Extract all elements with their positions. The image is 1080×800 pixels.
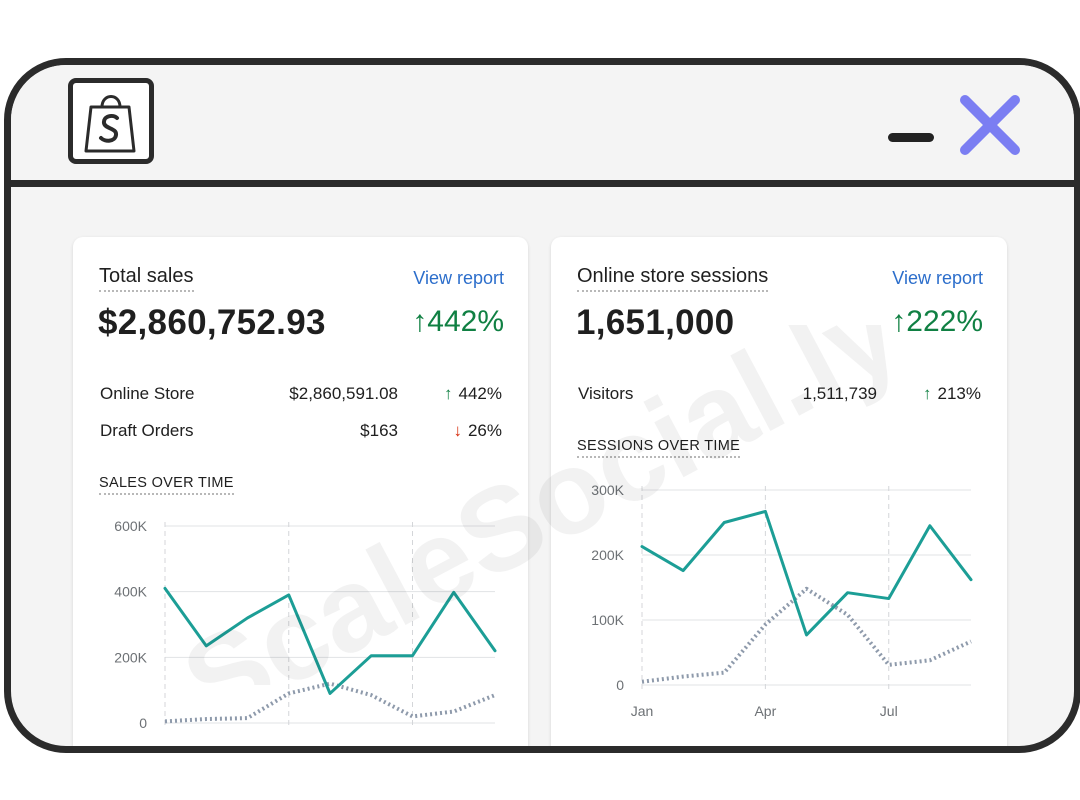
- sales-row-value: $163: [360, 421, 398, 440]
- sales-row-online-store: Online Store $2,860,591.08 ↑ 442%: [100, 384, 502, 406]
- sessions-view-report-link[interactable]: View report: [892, 268, 983, 288]
- y-tick-label: 200K: [114, 649, 147, 665]
- shopify-bag-icon: [68, 78, 154, 164]
- minimize-icon[interactable]: [888, 133, 934, 142]
- comparison-series-line: [164, 681, 496, 724]
- y-tick-label: 200K: [591, 547, 624, 563]
- sessions-value: 1,651,000: [576, 303, 735, 342]
- total-sales-delta-value: 442%: [427, 305, 504, 338]
- sales-over-time-chart: 600K 400K 200K 0: [114, 518, 497, 731]
- title-bar: [11, 65, 1074, 187]
- sales-row-value: $2,860,591.08: [289, 384, 398, 403]
- sessions-row-visitors: Visitors 1,511,739 ↑ 213%: [578, 384, 981, 406]
- sessions-title: Online store sessions: [577, 265, 769, 292]
- total-sales-delta: ↑442%: [412, 305, 504, 339]
- sales-row-pct: ↑ 442%: [444, 384, 502, 403]
- x-tick-label: Jan: [631, 703, 654, 719]
- arrow-up-icon: ↑: [923, 384, 932, 403]
- sessions-row-label: Visitors: [578, 384, 634, 403]
- primary-series-line: [163, 586, 497, 695]
- x-tick-label: Apr: [754, 703, 776, 719]
- comparison-series-line: [641, 586, 972, 684]
- x-tick-label: Jul: [880, 703, 898, 719]
- sessions-over-time-chart: 300K 200K 100K 0 Jan Apr Jul: [591, 482, 973, 719]
- total-sales-card: Total sales View report $2,860,752.93 ↑4…: [73, 237, 528, 746]
- total-sales-title: Total sales: [99, 265, 194, 292]
- sessions-chart-title: SESSIONS OVER TIME: [577, 438, 741, 458]
- sales-row-draft-orders: Draft Orders $163 ↓ 26%: [100, 421, 502, 443]
- sessions-row-pct: ↑ 213%: [923, 384, 981, 403]
- sales-row-pct: ↓ 26%: [453, 421, 502, 440]
- arrow-up-icon: ↑: [891, 305, 907, 338]
- online-store-sessions-card: Online store sessions View report 1,651,…: [551, 237, 1007, 746]
- sessions-delta-value: 222%: [906, 305, 983, 338]
- primary-series-line: [640, 509, 973, 637]
- y-tick-label: 0: [616, 677, 624, 693]
- y-tick-label: 600K: [114, 518, 147, 534]
- y-tick-label: 300K: [591, 482, 624, 498]
- y-tick-label: 100K: [591, 612, 624, 628]
- arrow-up-icon: ↑: [412, 305, 428, 338]
- arrow-up-icon: ↑: [444, 384, 453, 403]
- sales-row-label: Draft Orders: [100, 421, 194, 440]
- sales-chart-title: SALES OVER TIME: [99, 475, 234, 495]
- arrow-down-icon: ↓: [453, 421, 462, 440]
- y-tick-label: 0: [139, 715, 147, 731]
- sessions-delta: ↑222%: [891, 305, 983, 339]
- close-icon[interactable]: [957, 92, 1023, 158]
- total-sales-view-report-link[interactable]: View report: [413, 268, 504, 288]
- app-window: Total sales View report $2,860,752.93 ↑4…: [4, 58, 1080, 753]
- sales-row-label: Online Store: [100, 384, 195, 403]
- y-tick-label: 400K: [114, 584, 147, 600]
- sessions-row-value: 1,511,739: [802, 384, 877, 403]
- total-sales-value: $2,860,752.93: [98, 303, 326, 342]
